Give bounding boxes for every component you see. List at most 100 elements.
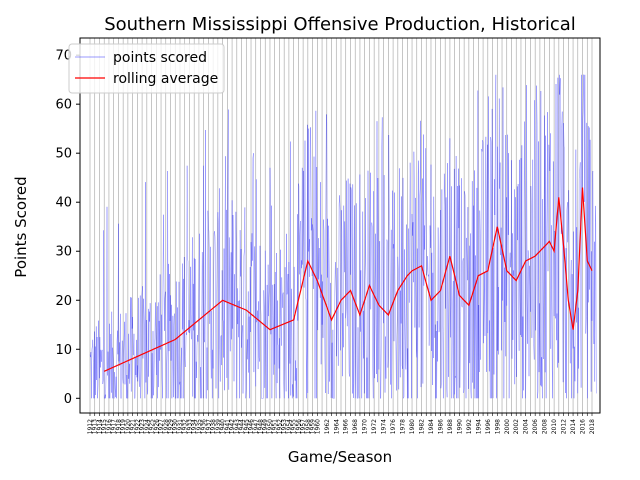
- x-tick-label: 1933: [186, 419, 193, 434]
- x-tick-label: 1935: [196, 419, 203, 434]
- x-tick-label: 1927: [158, 419, 165, 434]
- x-tick-label: 1940: [220, 419, 227, 434]
- points-scored-line: [89, 74, 597, 399]
- x-tick-label: 2018: [589, 419, 596, 434]
- x-axis-label: Game/Season: [288, 448, 392, 466]
- x-tick-label: 1923: [139, 419, 146, 434]
- x-tick-label: 2016: [580, 419, 587, 434]
- x-tick-label: 1929: [168, 419, 175, 434]
- plot-frame: [79, 37, 601, 414]
- rolling-average-line: [103, 187, 593, 372]
- y-tick-label: 40: [55, 196, 72, 211]
- x-tick-label: 1931: [177, 419, 184, 434]
- x-tick-label: 1980: [409, 419, 416, 434]
- x-tick-label: 1957: [300, 419, 307, 434]
- x-tick-label: 1950: [267, 419, 274, 434]
- x-tick-label: 1939: [215, 419, 222, 434]
- x-tick-label: 1972: [371, 419, 378, 434]
- x-tick-label: 2002: [513, 419, 520, 434]
- x-tick-label: 1958: [305, 419, 312, 434]
- x-tick-label: 1934: [191, 419, 198, 434]
- x-tick-label: 1962: [324, 419, 331, 434]
- y-tick-label: 10: [55, 343, 72, 358]
- x-tick-label: 1966: [343, 419, 350, 434]
- x-tick-label: 1952: [276, 419, 283, 434]
- x-tick-label: 1984: [428, 419, 435, 434]
- x-tick-label: 1922: [134, 419, 141, 434]
- x-tick-label: 1921: [130, 419, 137, 434]
- x-tick-label: 1913: [92, 419, 99, 434]
- x-tick-label: 1938: [210, 419, 217, 434]
- x-tick-label: 1982: [419, 419, 426, 434]
- x-tick-label: 1918: [115, 419, 122, 434]
- x-tick-label: 1998: [494, 419, 501, 434]
- x-tick-label: 1920: [125, 419, 132, 434]
- x-tick-label: 1915: [101, 419, 108, 434]
- legend-box: [68, 43, 225, 94]
- x-tick-label: 1974: [381, 419, 388, 434]
- x-tick-label: 1932: [182, 419, 189, 434]
- x-tick-label: 1916: [106, 419, 113, 434]
- x-tick-label: 1956: [295, 419, 302, 434]
- legend-rolling-average-label: rolling average: [113, 71, 218, 87]
- x-tick-label: 1959: [310, 419, 317, 434]
- x-tick-label: 2004: [523, 419, 530, 434]
- x-tick-label: 1951: [272, 419, 279, 434]
- y-axis-label: Points Scored: [12, 176, 30, 277]
- y-tick-label: 0: [64, 392, 72, 407]
- x-tick-label: 1976: [390, 419, 397, 434]
- x-tick-label: 1912: [87, 419, 94, 434]
- y-tick-label: 20: [55, 294, 72, 309]
- season-grid: [89, 38, 593, 413]
- x-tick-label: 2014: [570, 419, 577, 434]
- y-tick-label: 60: [55, 98, 72, 113]
- y-axis: 0 10 20 30 40 50 60 70: [55, 49, 80, 407]
- x-tick-label: 2006: [532, 419, 539, 434]
- x-axis: 1912191319141915191619171918191919201921…: [87, 413, 596, 434]
- x-tick-label: 1949: [262, 419, 269, 434]
- x-tick-label: 1970: [362, 419, 369, 434]
- x-tick-label: 1994: [475, 419, 482, 434]
- x-tick-label: 1986: [437, 419, 444, 434]
- x-tick-label: 1926: [153, 419, 160, 434]
- x-tick-label: 1937: [205, 419, 212, 434]
- x-tick-label: 1953: [281, 419, 288, 434]
- x-tick-label: 1930: [172, 419, 179, 434]
- x-tick-label: 1919: [120, 419, 127, 434]
- x-tick-label: 1944: [239, 419, 246, 434]
- x-tick-label: 1990: [456, 419, 463, 434]
- x-tick-label: 1954: [286, 419, 293, 434]
- x-tick-label: 1996: [485, 419, 492, 434]
- x-tick-label: 1941: [224, 419, 231, 434]
- x-tick-label: 1978: [400, 419, 407, 434]
- x-tick-label: 1947: [253, 419, 260, 434]
- y-tick-label: 50: [55, 147, 72, 162]
- x-tick-label: 1914: [96, 419, 103, 434]
- legend-points-scored-label: points scored: [113, 50, 207, 66]
- x-tick-label: 1936: [201, 419, 208, 434]
- x-tick-label: 1992: [466, 419, 473, 434]
- chart-title: Southern Mississippi Offensive Productio…: [104, 14, 576, 35]
- x-tick-label: 1928: [163, 419, 170, 434]
- x-tick-label: 2010: [551, 419, 558, 434]
- x-tick-label: 1955: [291, 419, 298, 434]
- rolling-average-series: [103, 187, 593, 372]
- x-tick-label: 1988: [447, 419, 454, 434]
- x-tick-label: 1924: [144, 419, 151, 434]
- y-tick-label: 30: [55, 245, 72, 260]
- x-tick-label: 1968: [352, 419, 359, 434]
- y-tick-label: 70: [55, 49, 72, 64]
- x-tick-label: 2012: [561, 419, 568, 434]
- x-tick-label: 1946: [248, 419, 255, 434]
- legend: points scored rolling average: [68, 43, 225, 94]
- x-tick-label: 1917: [111, 419, 118, 434]
- points-scored-series: [89, 74, 597, 399]
- x-tick-label: 1943: [234, 419, 241, 434]
- x-tick-label: 1960: [314, 419, 321, 434]
- x-tick-label: 2000: [504, 419, 511, 434]
- x-tick-label: 1925: [149, 419, 156, 434]
- x-tick-label: 1948: [257, 419, 264, 434]
- x-tick-label: 1964: [333, 419, 340, 434]
- x-tick-label: 1945: [243, 419, 250, 434]
